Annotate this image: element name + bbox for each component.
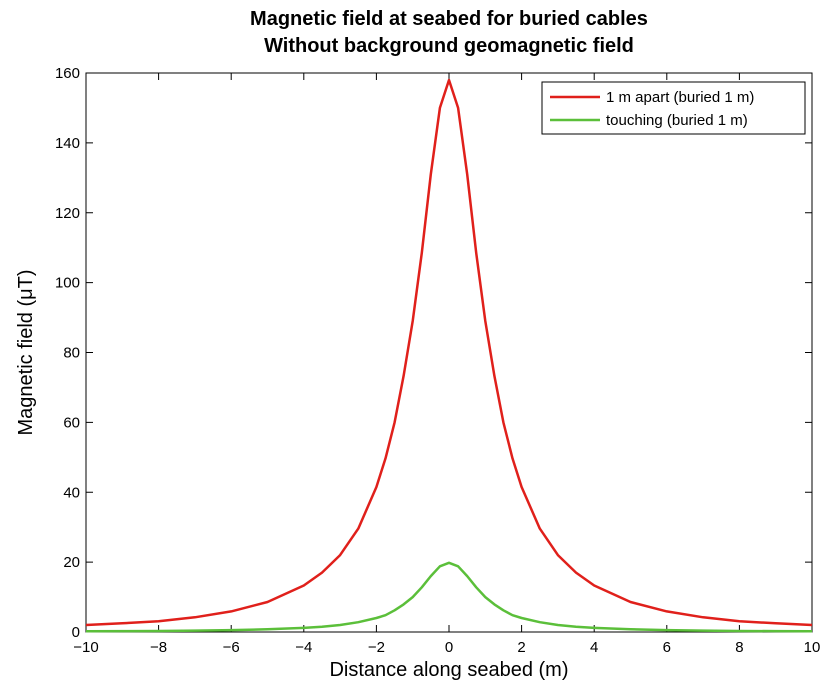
y-tick-label: 140: [55, 135, 80, 152]
x-axis-label: Distance along seabed (m): [329, 659, 568, 681]
x-tick-label: 0: [445, 639, 453, 656]
plot-frame: [85, 72, 813, 633]
y-tick-label: 160: [55, 65, 80, 82]
y-tick-label: 40: [63, 484, 80, 501]
series-line-1m-apart: [85, 78, 813, 627]
x-tick-label: 8: [735, 639, 743, 656]
y-tick-label: 100: [55, 275, 80, 292]
legend: 1 m apart (buried 1 m) touching (buried …: [541, 81, 806, 135]
x-tick-label: −8: [150, 639, 167, 656]
x-tick-label: 2: [517, 639, 525, 656]
chart-title-line-1: Magnetic field at seabed for buried cabl…: [250, 8, 648, 30]
series-lines: [85, 78, 813, 633]
y-tick-label: 0: [72, 624, 80, 641]
y-tick-label: 60: [63, 414, 80, 431]
y-tick-label: 120: [55, 205, 80, 222]
x-tick-label: −4: [295, 639, 312, 656]
y-tick-label: 80: [63, 345, 80, 362]
series-line-touching: [85, 561, 813, 633]
legend-box: [541, 81, 806, 135]
y-axis-label: Magnetic field (μT): [15, 269, 37, 435]
y-tick-label: 20: [63, 554, 80, 571]
x-tick-label: −2: [368, 639, 385, 656]
x-tick-label: 4: [590, 639, 598, 656]
x-tick-label: −10: [73, 639, 98, 656]
legend-label-touching: touching (buried 1 m): [606, 112, 748, 129]
x-tick-label: 10: [804, 639, 821, 656]
x-tick-label: 6: [663, 639, 671, 656]
x-tick-label: −6: [223, 639, 240, 656]
chart-title-line-2: Without background geomagnetic field: [264, 35, 634, 57]
legend-label-1m-apart: 1 m apart (buried 1 m): [606, 89, 754, 106]
